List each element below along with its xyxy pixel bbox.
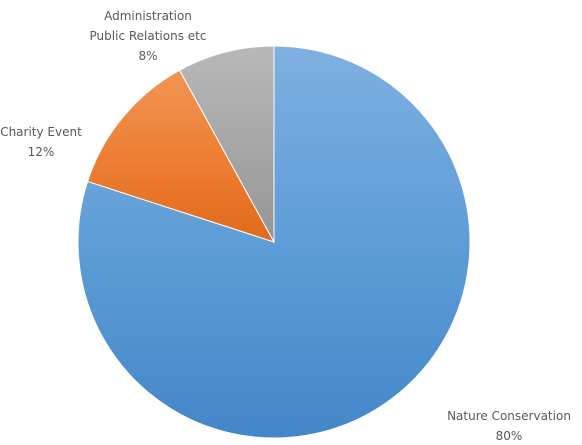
slice-category-label: Administration [104, 9, 192, 23]
slice-category-label: Charity Event [0, 125, 82, 139]
data-label-charity-event: Charity Event 12% [0, 125, 82, 159]
pie-slices [77, 45, 471, 439]
data-label-administration-public-relations-etc: Administration Public Relations etc 8% [90, 9, 207, 63]
slice-category-label: Public Relations etc [90, 29, 207, 43]
slice-administration-public-relations-etc [178, 45, 275, 243]
slice-charity-event [86, 69, 276, 243]
slice-category-label: Nature Conservation [447, 409, 571, 423]
slice-value-label: 80% [496, 429, 523, 443]
data-label-nature-conservation: Nature Conservation 80% [447, 409, 571, 443]
pie-labels: Nature Conservation 80% Charity Event 12% Ad… [0, 9, 571, 443]
slice-value-label: 12% [28, 145, 55, 159]
slice-value-label: 8% [138, 49, 157, 63]
